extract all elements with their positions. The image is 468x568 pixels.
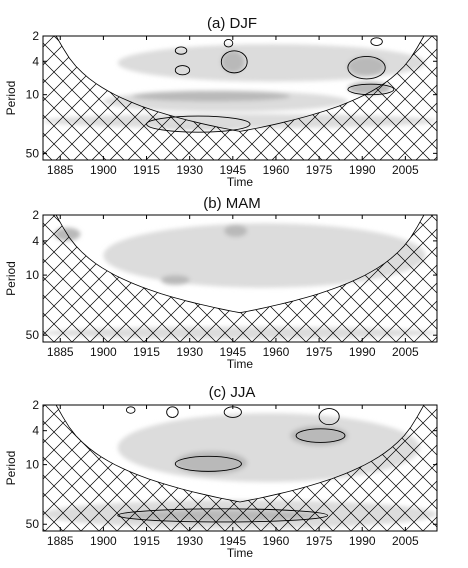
x-tick-label: 1885 xyxy=(47,345,74,359)
significance-contour xyxy=(347,55,386,80)
y-axis-label: Period xyxy=(4,451,18,486)
power-region xyxy=(132,90,291,102)
y-tick-label: 50 xyxy=(26,517,40,531)
significance-contour xyxy=(166,406,179,418)
coi-boundary xyxy=(43,36,437,132)
y-tick-label: 50 xyxy=(26,146,40,160)
y-axis-label: Period xyxy=(4,81,18,116)
x-tick-label: 1975 xyxy=(306,534,333,548)
power-region xyxy=(117,44,426,82)
panel-title: (c) JJA xyxy=(209,384,256,401)
x-tick-label: 1915 xyxy=(133,345,160,359)
x-tick-label: 2005 xyxy=(392,345,419,359)
y-tick-label: 10 xyxy=(26,268,40,282)
x-tick-label: 1900 xyxy=(90,163,117,177)
cone-of-influence xyxy=(43,215,437,342)
y-tick-label: 10 xyxy=(26,88,40,102)
cone-of-influence xyxy=(43,36,437,160)
y-tick-label: 2 xyxy=(32,29,39,43)
x-tick-label: 1900 xyxy=(90,534,117,548)
panel-2: (c) JJA 1885 1900 1915 1930 1945 1960 1975 1990 2… xyxy=(4,384,438,560)
x-tick-label: 1960 xyxy=(263,345,290,359)
y-tick-label: 4 xyxy=(32,234,39,248)
power-region xyxy=(103,223,426,288)
significance-contour xyxy=(220,50,248,74)
y-tick-label: 4 xyxy=(32,54,39,68)
plot-area xyxy=(43,215,437,342)
significance-contour xyxy=(370,37,383,47)
x-tick-label: 1900 xyxy=(90,345,117,359)
power-region xyxy=(221,50,245,73)
x-tick-label: 1960 xyxy=(263,534,290,548)
cone-of-influence xyxy=(43,405,437,531)
power-region xyxy=(224,224,248,237)
x-tick-label: 1945 xyxy=(219,345,246,359)
x-axis-label: Time xyxy=(227,357,254,371)
x-tick-label: 1885 xyxy=(47,163,74,177)
x-tick-label: 1990 xyxy=(349,534,376,548)
plot-frame xyxy=(42,214,438,343)
coi-boundary xyxy=(43,215,437,314)
significance-contour xyxy=(174,455,242,472)
significance-contour xyxy=(318,408,340,426)
x-tick-label: 2005 xyxy=(392,534,419,548)
plot-frame xyxy=(42,404,438,532)
x-axis-label: Time xyxy=(227,175,254,189)
x-tick-label: 1915 xyxy=(133,534,160,548)
significance-contour xyxy=(174,46,188,55)
y-tick-label: 2 xyxy=(32,208,39,222)
plot-area xyxy=(43,405,437,531)
panel-title: (a) DJF xyxy=(207,15,257,32)
x-tick-label: 1945 xyxy=(219,163,246,177)
y-tick-label: 50 xyxy=(26,328,40,342)
x-tick-label: 1885 xyxy=(47,534,74,548)
panel-title: (b) MAM xyxy=(203,195,261,212)
panel-1: (b) MAM 1885 1900 1915 1930 1945 1960 1975 1990 2… xyxy=(4,195,438,371)
x-tick-label: 2005 xyxy=(392,163,419,177)
y-tick-label: 4 xyxy=(32,424,39,438)
significance-contour xyxy=(295,428,346,443)
power-region xyxy=(160,275,190,285)
power-region xyxy=(347,56,386,77)
y-axis-label: Period xyxy=(4,261,18,296)
x-tick-label: 1975 xyxy=(306,345,333,359)
x-tick-label: 1990 xyxy=(349,163,376,177)
x-tick-label: 1930 xyxy=(176,534,203,548)
plot-frame xyxy=(42,35,438,161)
y-tick-label: 2 xyxy=(32,398,39,412)
significance-contour xyxy=(125,406,136,414)
x-tick-label: 1945 xyxy=(219,534,246,548)
coi-boundary xyxy=(43,405,437,503)
x-tick-label: 1990 xyxy=(349,345,376,359)
panel-0: (a) DJF 1885 1900 1915 1930 1945 1960 1975 1990 2… xyxy=(4,15,438,189)
x-tick-label: 1915 xyxy=(133,163,160,177)
y-tick-label: 10 xyxy=(26,458,40,472)
x-tick-label: 1930 xyxy=(176,163,203,177)
x-tick-label: 1960 xyxy=(263,163,290,177)
x-axis-label: Time xyxy=(227,546,254,560)
significance-contour xyxy=(223,39,234,48)
x-tick-label: 1975 xyxy=(306,163,333,177)
significance-contour xyxy=(174,65,191,76)
x-tick-label: 1930 xyxy=(176,345,203,359)
plot-area xyxy=(43,36,437,160)
